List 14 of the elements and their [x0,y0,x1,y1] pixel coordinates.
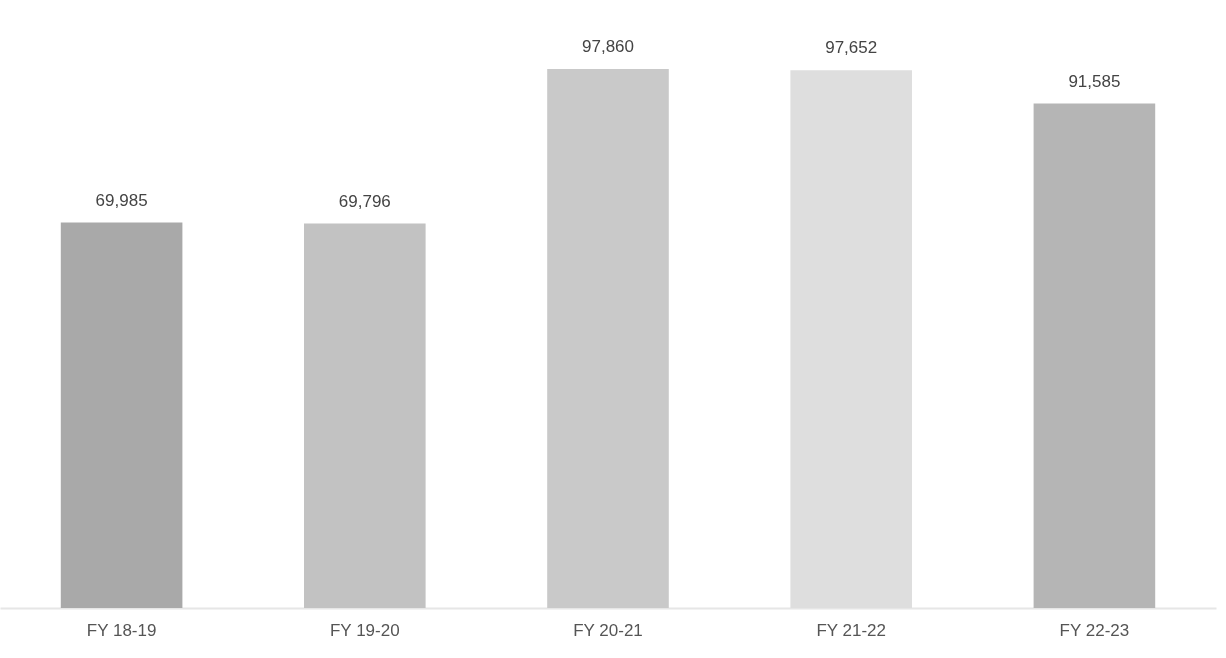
bar [547,69,669,608]
data-label: 69,796 [338,191,391,211]
data-label: 91,585 [1068,71,1121,91]
x-tick-label: FY 22-23 [1059,620,1130,640]
x-tick-label: FY 18-19 [86,620,157,640]
x-tick-label: FY 19-20 [329,620,400,640]
bar [1033,103,1156,608]
data-label: 69,985 [95,190,148,210]
x-tick-label: FY 20-21 [573,620,643,640]
data-label: 97,860 [582,37,634,56]
x-tick-label: FY 21-22 [816,620,887,640]
bar [304,223,426,608]
bar [60,222,183,608]
data-label: 97,652 [825,38,878,58]
